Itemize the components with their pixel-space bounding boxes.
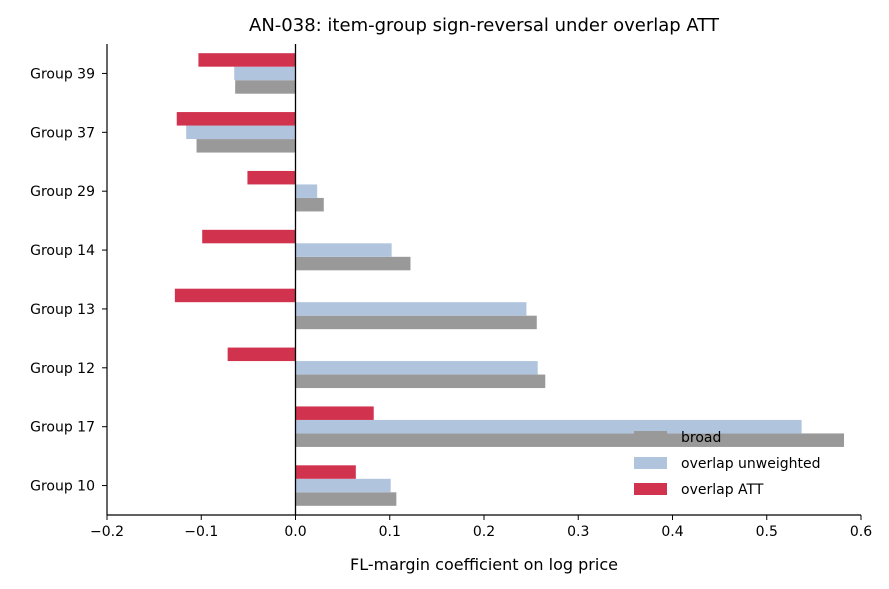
x-tick-label: 0.3 xyxy=(567,524,589,540)
bar-group-13-overlap-att xyxy=(174,288,296,303)
x-tick-label: −0.1 xyxy=(184,524,218,540)
y-tick-label: Group 17 xyxy=(30,420,95,436)
y-tick-label: Group 39 xyxy=(30,66,95,82)
bar-group-17-broad xyxy=(295,433,845,447)
legend: broad overlap unweighted overlap ATT xyxy=(634,430,820,498)
y-tick-label: Group 10 xyxy=(30,479,95,495)
y-tick-label: Group 37 xyxy=(30,125,95,141)
x-tick-label: 0.2 xyxy=(473,524,495,540)
bar-group-14-overlap-unweighted xyxy=(295,243,392,257)
legend-label-broad: broad xyxy=(681,430,721,446)
legend-label-overlap-att: overlap ATT xyxy=(681,482,764,498)
x-tick-label: 0.0 xyxy=(284,524,306,540)
bar-group-17-overlap-unweighted xyxy=(295,419,802,434)
y-tick-label: Group 13 xyxy=(30,302,95,318)
bar-group-39-overlap-att xyxy=(198,53,296,67)
bar-group-10-overlap-att xyxy=(295,465,356,479)
legend-label-overlap-unweighted: overlap unweighted xyxy=(681,456,820,472)
chart-title: AN-038: item-group sign-reversal under o… xyxy=(249,15,720,36)
bar-group-12-overlap-unweighted xyxy=(295,361,538,375)
bar-group-13-overlap-unweighted xyxy=(295,302,527,316)
x-tick-label: −0.2 xyxy=(90,524,124,540)
y-tick-label: Group 12 xyxy=(30,361,95,377)
bar-group-12-broad xyxy=(295,374,546,389)
bar-group-37-broad xyxy=(196,139,296,153)
x-tick-label: 0.1 xyxy=(379,524,401,540)
bar-group-29-overlap-unweighted xyxy=(295,184,318,198)
bar-group-39-broad xyxy=(235,80,296,94)
x-axis-label: FL-margin coefficient on log price xyxy=(350,555,618,574)
legend-swatch-broad xyxy=(634,431,667,443)
bar-group-12-overlap-att xyxy=(227,347,296,362)
y-ticks: Group 10 Group 17 Group 12 Group 13 Group 14… xyxy=(30,66,107,495)
legend-swatch-overlap-att xyxy=(634,483,667,495)
bar-group-17-overlap-att xyxy=(295,406,374,420)
x-ticks: −0.2 −0.1 0.0 0.1 0.2 0.3 0.4 0.5 0.6 xyxy=(90,515,872,540)
bar-group-39-overlap-unweighted xyxy=(234,66,296,81)
bar-group-14-broad xyxy=(295,256,411,271)
bar-group-29-broad xyxy=(295,197,324,212)
bar-group-37-overlap-att xyxy=(176,112,296,126)
bar-group-29-overlap-att xyxy=(247,170,296,185)
bar-group-13-broad xyxy=(295,315,537,330)
y-tick-label: Group 29 xyxy=(30,184,95,200)
bar-group-37-overlap-unweighted xyxy=(186,125,296,140)
x-tick-label: 0.5 xyxy=(756,524,778,540)
y-tick-label: Group 14 xyxy=(30,243,95,259)
x-tick-label: 0.4 xyxy=(661,524,683,540)
bar-group-10-overlap-unweighted xyxy=(295,478,391,493)
bar-group-10-broad xyxy=(295,492,397,506)
x-tick-label: 0.6 xyxy=(850,524,872,540)
bars-layer xyxy=(174,53,845,506)
bar-group-14-overlap-att xyxy=(202,229,296,244)
legend-swatch-overlap-unweighted xyxy=(634,457,667,469)
